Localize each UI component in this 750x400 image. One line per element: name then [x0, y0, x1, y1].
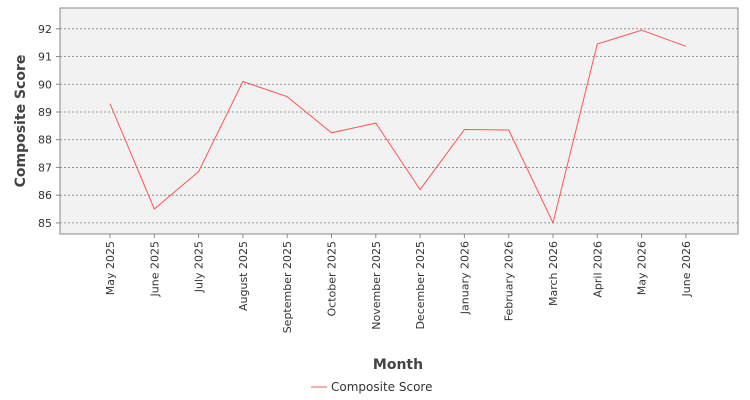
x-tick-label: March 2026	[547, 241, 560, 306]
y-axis-ticks: 85 86 87 88 89 90 91 92	[38, 23, 60, 230]
data-point	[153, 208, 156, 211]
x-tick-label: December 2025	[414, 241, 427, 330]
x-tick-label: June 2026	[680, 241, 693, 297]
y-tick-label: 89	[38, 106, 52, 119]
legend-label: Composite Score	[331, 380, 432, 394]
y-tick-label: 87	[38, 161, 52, 174]
x-tick-label: November 2025	[370, 241, 383, 330]
x-tick-label: May 2026	[636, 241, 649, 295]
x-tick-label: September 2025	[281, 241, 294, 333]
x-tick-label: October 2025	[326, 241, 339, 317]
x-tick-label: April 2026	[591, 241, 604, 298]
y-tick-label: 88	[38, 134, 52, 147]
data-point	[286, 95, 289, 98]
data-point	[374, 122, 377, 125]
x-tick-label: January 2026	[458, 241, 471, 315]
gridlines	[60, 28, 738, 224]
series-group	[109, 29, 687, 225]
x-tick-label: May 2025	[104, 241, 117, 295]
data-point	[197, 170, 200, 173]
y-tick-label: 85	[38, 217, 52, 230]
y-tick-label: 92	[38, 23, 52, 36]
data-point	[596, 43, 599, 46]
data-point	[552, 221, 555, 224]
data-point	[463, 128, 466, 131]
data-point	[684, 45, 687, 48]
data-point	[419, 188, 422, 191]
legend: Composite Score	[311, 380, 432, 394]
plot-area	[59, 7, 739, 235]
x-tick-label: June 2025	[148, 241, 161, 297]
x-tick-label: August 2025	[237, 241, 250, 311]
x-tick-label: February 2026	[503, 241, 516, 321]
x-axis-title: Month	[373, 357, 423, 373]
y-axis-title: Composite Score	[13, 55, 29, 188]
x-axis-ticks: May 2025 June 2025 July 2025 August 2025 Sep…	[104, 234, 693, 333]
data-point	[330, 131, 333, 134]
y-tick-label: 91	[38, 51, 52, 64]
data-point	[640, 29, 643, 32]
data-point	[507, 129, 510, 132]
series-line-0	[109, 29, 687, 225]
x-tick-label: July 2025	[193, 241, 206, 293]
data-point	[109, 102, 112, 105]
data-point	[241, 80, 244, 83]
y-tick-label: 90	[38, 78, 52, 91]
y-tick-label: 86	[38, 189, 52, 202]
